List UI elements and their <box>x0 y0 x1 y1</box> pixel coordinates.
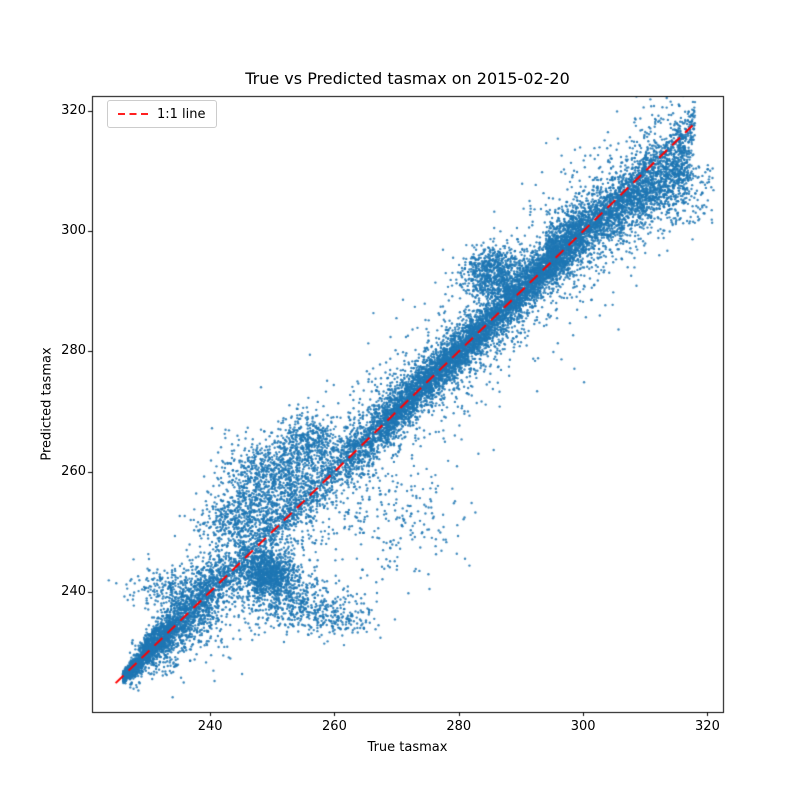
x-tick-label: 300 <box>570 719 596 734</box>
y-tick-label: 260 <box>61 463 86 479</box>
y-tick-label: 240 <box>61 583 86 599</box>
y-tick-label: 280 <box>61 343 86 359</box>
y-tick-label: 320 <box>61 103 86 119</box>
y-axis-label: Predicted tasmax <box>39 347 55 461</box>
x-tick-label: 320 <box>695 719 720 734</box>
y-tick-label: 300 <box>61 223 86 239</box>
legend: 1:1 line <box>107 100 217 128</box>
legend-dashed-line-icon <box>118 113 148 115</box>
x-tick-label: 260 <box>322 719 347 734</box>
chart-title: True vs Predicted tasmax on 2015-02-20 <box>245 69 570 88</box>
x-axis-label: True tasmax <box>367 740 448 755</box>
x-tick-label: 280 <box>446 719 472 734</box>
legend-label: 1:1 line <box>157 106 206 122</box>
x-tick-label: 240 <box>197 719 223 734</box>
